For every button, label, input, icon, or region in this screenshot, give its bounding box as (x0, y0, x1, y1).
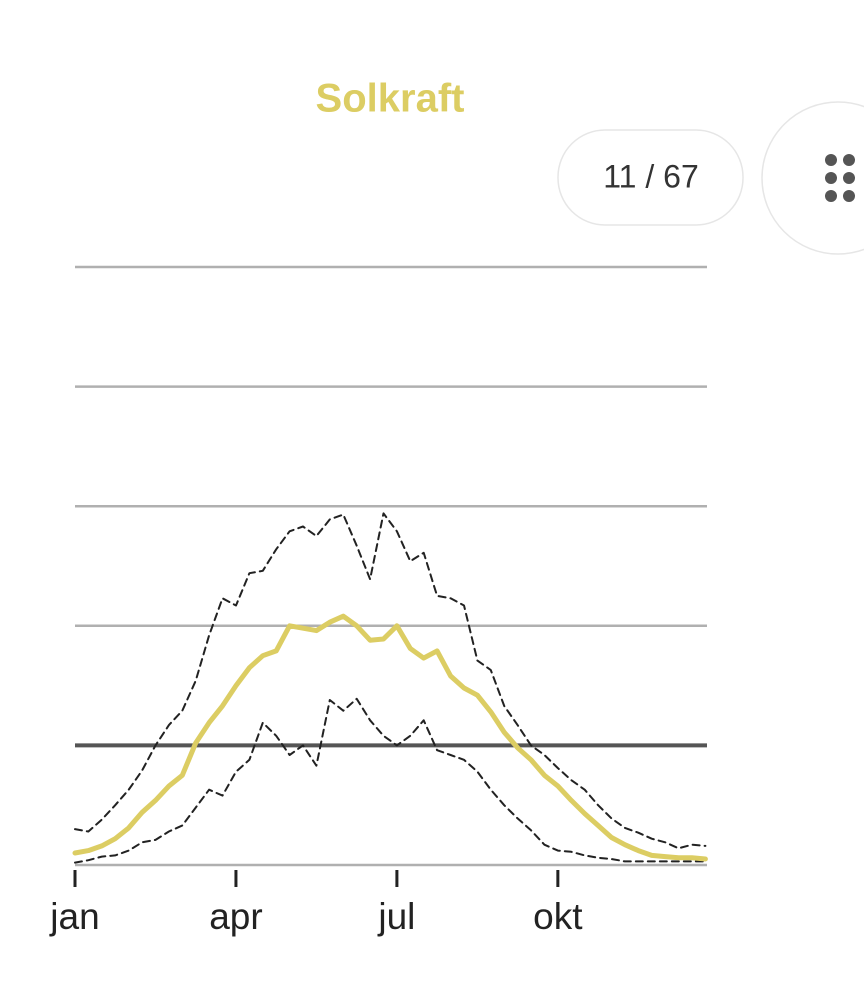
series-line (74, 697, 707, 864)
x-tick-label: jul (377, 896, 415, 937)
series-line (72, 613, 708, 862)
plot: jan apr jul okt (49, 265, 708, 937)
chart-title: Solkraft (316, 77, 465, 121)
x-tick-label: okt (533, 896, 583, 937)
grid-icon (825, 154, 855, 202)
grid-menu-button[interactable] (761, 101, 864, 255)
x-tick-label: jan (49, 896, 99, 937)
x-tick-label: apr (209, 896, 262, 937)
pager-pill[interactable] (557, 129, 744, 226)
series-line (74, 512, 707, 850)
pager-text: 11 / 67 (603, 158, 698, 194)
